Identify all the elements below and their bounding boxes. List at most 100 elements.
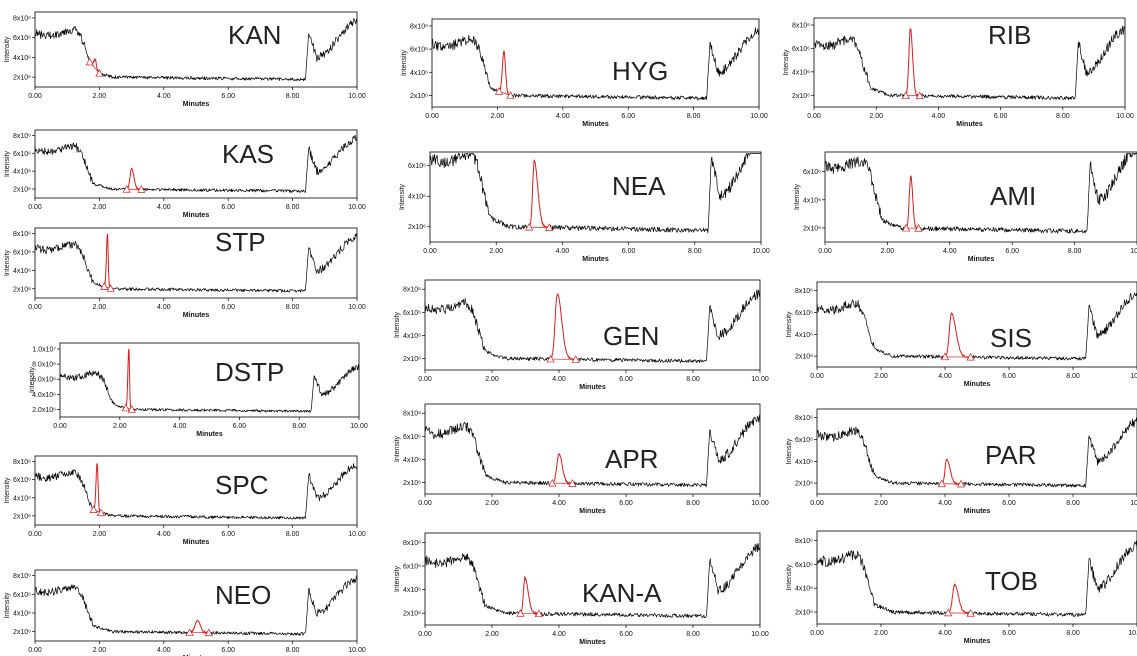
x-tick-label: 0.00: [810, 373, 824, 380]
analyte-label: DSTP: [215, 357, 284, 387]
chromatogram-trace: [424, 421, 552, 486]
chart-gen: 0.00 2.00 4.00 6.00 8.00 10.00 2x10⁶ 4x10⁶ 6x10⁶…: [394, 279, 769, 391]
analyte-label: TOB: [985, 566, 1038, 596]
y-axis-title: Intensity: [394, 565, 401, 592]
integrated-peak: [948, 582, 971, 616]
x-axis-title: Minutes: [579, 384, 606, 391]
x-tick-label: 2.00: [93, 647, 107, 654]
chromatogram-trace: [429, 153, 529, 230]
x-axis-title: Minutes: [579, 508, 606, 515]
y-tick-label: 4.0x10⁶: [32, 392, 56, 399]
chromatogram-trace: [34, 142, 127, 191]
x-tick-label: 10.00: [348, 93, 366, 100]
chromatogram-trace: [961, 417, 1137, 488]
x-tick-label: 6.00: [619, 376, 633, 383]
peak-boundary-marker: [545, 223, 554, 231]
peak-boundary-marker: [937, 479, 946, 488]
chart-nea: 0.00 2.00 4.00 6.00 8.00 10.00 2x10⁶ 4x10⁶ 6x10⁶…: [399, 151, 770, 263]
x-tick-label: 0.00: [423, 248, 437, 255]
x-tick-label: 6.00: [1005, 248, 1019, 255]
chromatogram-trace: [572, 414, 761, 488]
y-tick-label: 6x10⁶: [13, 151, 31, 158]
y-tick-label: 2x10⁶: [803, 225, 821, 232]
x-axis-title: Minutes: [956, 121, 983, 128]
chart-stp: 0.00 2.00 4.00 6.00 8.00 10.00 2x10⁶ 4x10⁶ 6x10⁶…: [4, 227, 366, 319]
x-tick-label: 6.00: [221, 304, 235, 311]
plot-frame: [424, 403, 761, 495]
analyte-label: PAR: [985, 440, 1037, 470]
y-axis-title: Intensity: [401, 49, 408, 76]
x-tick-label: 10.0: [1130, 500, 1137, 507]
y-tick-label: 4x10⁶: [795, 332, 813, 339]
peak-boundary-marker: [568, 479, 577, 487]
peak-boundary-marker: [534, 609, 543, 618]
chromatogram-trace: [549, 153, 761, 234]
x-tick-label: 0.00: [418, 376, 432, 383]
x-tick-label: 0.00: [28, 93, 42, 100]
x-axis-title: Minutes: [968, 256, 995, 263]
chart-kan-a: 0.00 2.00 4.00 6.00 8.00 10.00 2x10⁶ 4x10⁶ 6x10⁶…: [394, 532, 769, 646]
y-axis-title: Intensity: [4, 592, 11, 619]
x-tick-label: 6.00: [621, 113, 635, 120]
chart-ami: 0.00 2.00 4.00 6.00 8.00 10.0 2x10⁶ 4x10⁶ 6x10⁶ M…: [794, 151, 1137, 263]
y-tick-label: 2x10⁶: [792, 93, 810, 100]
analyte-label: SIS: [990, 323, 1032, 353]
chromatogram-trace: [34, 26, 90, 65]
integrated-peak: [189, 619, 210, 635]
y-tick-label: 8x10⁶: [795, 415, 813, 422]
y-axis-title: Intensity: [786, 311, 793, 338]
analyte-label: KAN: [228, 20, 281, 50]
x-tick-label: 0.00: [418, 500, 432, 507]
plot-frame: [424, 532, 761, 626]
peak-boundary-marker: [548, 478, 557, 487]
x-axis-title: Minutes: [964, 381, 991, 388]
y-tick-label: 6x10⁶: [795, 310, 813, 317]
integrated-peak: [550, 293, 576, 361]
x-tick-label: 2.00: [874, 373, 888, 380]
x-tick-label: 4.00: [552, 631, 566, 638]
y-tick-label: 6x10⁶: [13, 249, 31, 256]
chart-hyg: 0.00 2.00 4.00 6.00 8.00 10.00 2x10⁶ 4x10⁶ 6x10⁶…: [401, 18, 768, 128]
y-tick-label: 6x10⁶: [13, 592, 31, 599]
x-tick-label: 6.00: [221, 531, 235, 538]
x-tick-label: 6.00: [994, 113, 1008, 120]
x-tick-label: 2.00: [93, 304, 107, 311]
x-axis-title: Minutes: [183, 312, 210, 319]
chromatogram-trace: [34, 584, 190, 635]
x-tick-label: 6.00: [221, 204, 235, 211]
plot-frame: [34, 129, 358, 199]
integrated-peak: [944, 312, 972, 359]
y-axis-title: Intensity: [4, 249, 11, 276]
integrated-peak: [103, 233, 112, 290]
y-tick-label: 2x10⁶: [795, 481, 813, 488]
y-tick-label: 4x10⁶: [795, 459, 813, 466]
x-tick-label: 8.00: [1066, 373, 1080, 380]
plot-frame: [34, 11, 358, 88]
integrated-peak: [125, 348, 133, 411]
x-tick-label: 2.00: [485, 376, 499, 383]
peak-boundary-marker: [494, 87, 504, 95]
y-axis-title: Intensity: [4, 150, 11, 177]
chart-kas: 0.00 2.00 4.00 6.00 8.00 10.00 2x10⁶ 4x10⁶ 6x10⁶…: [4, 129, 366, 219]
y-axis-title: Intensity: [783, 49, 790, 76]
integrated-peak: [551, 452, 573, 486]
x-tick-label: 8.00: [286, 304, 300, 311]
analyte-label: AMI: [990, 181, 1036, 211]
chromatogram-trace: [510, 27, 760, 101]
y-axis-title: Intensity: [794, 183, 801, 210]
x-tick-label: 4.00: [157, 647, 171, 654]
x-tick-label: 8.00: [1066, 630, 1080, 637]
analyte-label: NEO: [215, 580, 271, 610]
y-axis-title: Intensity: [786, 564, 793, 591]
plot-frame: [816, 530, 1137, 625]
x-tick-label: 10.00: [350, 423, 368, 430]
x-tick-label: 10.00: [348, 304, 366, 311]
y-tick-label: 2.0x10⁶: [32, 407, 56, 414]
x-tick-label: 4.00: [943, 248, 957, 255]
chart-apr: 0.00 2.00 4.00 6.00 8.00 10.00 2x10⁶ 4x10⁶ 6x10⁶…: [394, 403, 769, 515]
plot-frame: [34, 455, 358, 526]
x-tick-label: 10.00: [751, 500, 769, 507]
x-tick-label: 6.00: [221, 93, 235, 100]
plot-frame: [34, 569, 358, 642]
